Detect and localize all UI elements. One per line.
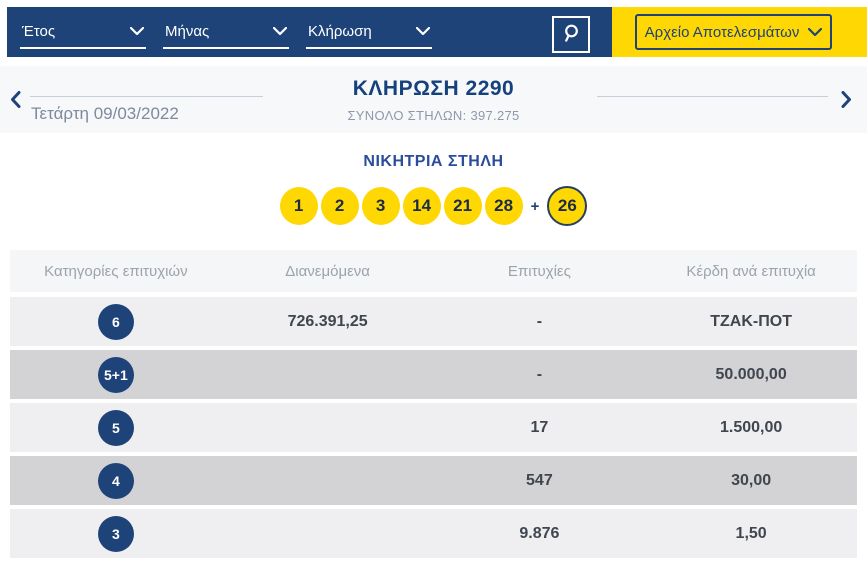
prize-value: 1,50 bbox=[735, 524, 767, 542]
winning-number-ball: 3 bbox=[361, 187, 400, 225]
results-table: Κατηγορίες επιτυχιών Διανεμόμενα Επιτυχί… bbox=[10, 250, 857, 562]
draw-total-columns: ΣΥΝΟΛΟ ΣΤΗΛΩΝ: 397.275 bbox=[347, 108, 520, 123]
draw-dropdown[interactable]: Κλήρωση bbox=[306, 15, 432, 49]
header-categories: Κατηγορίες επιτυχιών bbox=[44, 262, 188, 280]
wins-value: - bbox=[536, 365, 543, 383]
table-row: 3 9.876 1,50 bbox=[10, 509, 857, 558]
search-icon bbox=[561, 23, 582, 47]
chevron-down-icon bbox=[129, 23, 145, 40]
wins-value: 547 bbox=[526, 471, 553, 489]
divider-line bbox=[597, 96, 828, 97]
wins-value: 9.876 bbox=[519, 524, 560, 542]
prize-value: 50.000,00 bbox=[715, 365, 787, 383]
prize-value: 1.500,00 bbox=[719, 418, 783, 436]
category-badge: 4 bbox=[97, 462, 134, 499]
table-header-row: Κατηγορίες επιτυχιών Διανεμόμενα Επιτυχί… bbox=[10, 250, 857, 292]
next-draw-button[interactable] bbox=[839, 89, 854, 113]
year-dropdown[interactable]: Έτος bbox=[20, 15, 146, 49]
winning-number-ball: 2 bbox=[320, 187, 359, 225]
winning-number-ball: 28 bbox=[484, 187, 523, 225]
wins-value: - bbox=[536, 312, 543, 330]
bonus-number-ball: 26 bbox=[547, 186, 588, 226]
table-row: 6 726.391,25 - ΤΖΑΚ-ΠΟΤ bbox=[10, 297, 857, 346]
winning-number-ball: 1 bbox=[279, 187, 318, 225]
category-badge: 3 bbox=[97, 515, 134, 552]
draw-title: ΚΛΗΡΩΣΗ 2290 bbox=[352, 77, 515, 100]
chevron-left-icon bbox=[10, 91, 21, 111]
month-dropdown[interactable]: Μήνας bbox=[163, 15, 289, 49]
archive-results-button[interactable]: Αρχείο Αποτελεσμάτων bbox=[635, 14, 832, 50]
winning-column-section: ΝΙΚΗΤΡΙΑ ΣΤΗΛΗ 1 2 3 14 21 28 + 26 bbox=[0, 153, 867, 226]
filter-bar: Έτος Μήνας Κλήρωση bbox=[7, 7, 612, 57]
winning-number-ball: 14 bbox=[402, 187, 441, 225]
draw-header: Τετάρτη 09/03/2022 ΚΛΗΡΩΣΗ 2290 ΣΥΝΟΛΟ Σ… bbox=[0, 66, 867, 133]
archive-bar: Αρχείο Αποτελεσμάτων bbox=[612, 7, 867, 57]
draw-dropdown-label: Κλήρωση bbox=[308, 23, 372, 40]
year-dropdown-label: Έτος bbox=[22, 23, 56, 40]
wins-value: 17 bbox=[530, 418, 549, 436]
category-badge: 5+1 bbox=[97, 356, 134, 393]
divider-line bbox=[30, 96, 263, 97]
prize-value: 30,00 bbox=[731, 471, 772, 489]
distributed-value: 726.391,25 bbox=[287, 312, 368, 330]
archive-results-label: Αρχείο Αποτελεσμάτων bbox=[644, 23, 800, 41]
chevron-down-icon bbox=[272, 23, 288, 40]
draw-date: Τετάρτη 09/03/2022 bbox=[31, 104, 179, 123]
prize-value: ΤΖΑΚ-ΠΟΤ bbox=[710, 312, 792, 330]
chevron-down-icon bbox=[808, 24, 823, 41]
winning-numbers: 1 2 3 14 21 28 + 26 bbox=[0, 186, 867, 226]
plus-sign: + bbox=[530, 197, 540, 215]
search-button[interactable] bbox=[552, 16, 590, 53]
winning-column-title: ΝΙΚΗΤΡΙΑ ΣΤΗΛΗ bbox=[363, 153, 504, 170]
header-wins: Επιτυχίες bbox=[507, 262, 571, 280]
table-row: 5 17 1.500,00 bbox=[10, 403, 857, 452]
category-badge: 6 bbox=[97, 303, 134, 340]
winning-number-ball: 21 bbox=[443, 187, 482, 225]
header-distributed: Διανεμόμενα bbox=[285, 262, 370, 280]
category-badge: 5 bbox=[97, 409, 134, 446]
table-row: 4 547 30,00 bbox=[10, 456, 857, 505]
header-prize-per-win: Κέρδη ανά επιτυχία bbox=[686, 262, 816, 280]
previous-draw-button[interactable] bbox=[8, 89, 23, 113]
chevron-right-icon bbox=[841, 91, 852, 111]
chevron-down-icon bbox=[415, 23, 431, 40]
table-row: 5+1 - 50.000,00 bbox=[10, 350, 857, 399]
month-dropdown-label: Μήνας bbox=[165, 23, 210, 40]
